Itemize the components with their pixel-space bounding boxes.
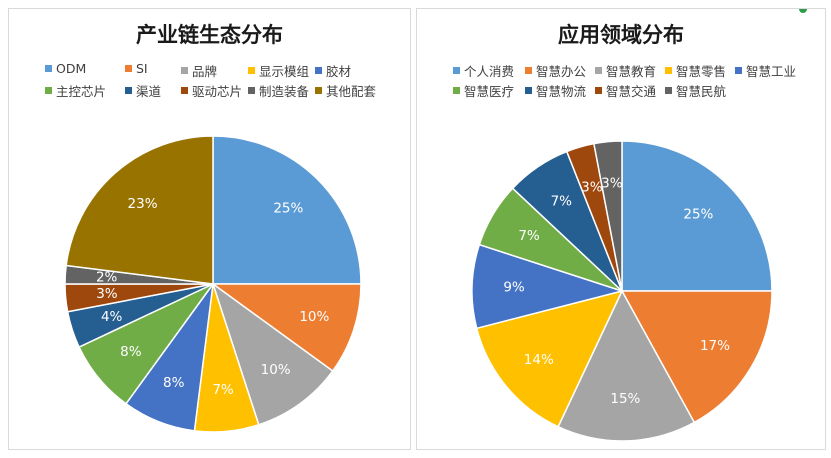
pie-slice — [557, 289, 696, 442]
slice-value-label: 4% — [101, 309, 123, 325]
slice-value-label: 7% — [551, 194, 573, 210]
pie-slice — [212, 135, 362, 285]
legend-item: 智慧医疗 — [453, 81, 514, 100]
legend-label: 智慧民航 — [676, 84, 727, 99]
slice-value-label: 10% — [299, 309, 329, 325]
legend-swatch — [181, 67, 188, 74]
legend-swatch — [248, 87, 255, 94]
legend-label: 制造装备 — [259, 84, 310, 99]
slice-value-label: 3% — [601, 175, 623, 191]
slice-value-label: 23% — [128, 196, 158, 212]
legend-item: SI — [125, 61, 148, 76]
slice-value-label: 8% — [120, 344, 142, 360]
legend-label: 智慧医疗 — [464, 84, 515, 99]
legend-swatch — [248, 67, 255, 74]
legend-item: 智慧办公 — [525, 61, 586, 80]
slice-value-label: 3% — [581, 179, 603, 195]
slice-value-label: 10% — [261, 362, 291, 378]
legend-item: 智慧民航 — [665, 81, 726, 100]
chart-title: 产业链生态分布 — [136, 23, 283, 47]
pie-slice — [621, 140, 773, 292]
slice-value-label: 7% — [518, 228, 540, 244]
legend-item: 胶材 — [315, 61, 351, 80]
legend-swatch — [315, 87, 322, 94]
legend-label: 智慧教育 — [606, 64, 657, 79]
legend-item: ODM — [45, 61, 86, 76]
legend-swatch — [665, 87, 672, 94]
legend-swatch — [595, 87, 602, 94]
legend-item: 渠道 — [125, 81, 161, 100]
pie-slice — [593, 140, 623, 292]
pie-slice — [471, 243, 625, 330]
pie-slice — [620, 290, 773, 424]
legend-item: 智慧零售 — [665, 61, 726, 80]
legend-label: 胶材 — [326, 64, 352, 79]
legend-item: 品牌 — [181, 61, 217, 80]
legend-swatch — [595, 67, 602, 74]
legend-item: 显示模组 — [248, 61, 309, 80]
slice-value-label: 15% — [610, 391, 640, 407]
slice-value-label: 8% — [163, 375, 185, 391]
figure-frame: 产业链生态分布 ODM SI 品牌 显示模组 胶材 主控芯片 渠道 驱动芯片 制造装备 其他配套 … — [2, 2, 828, 452]
legend-item: 智慧物流 — [525, 81, 586, 100]
legend-item: 智慧工业 — [735, 61, 796, 80]
slice-value-label: 3% — [96, 286, 118, 302]
corner-decoration — [799, 9, 807, 13]
legend-label: 主控芯片 — [56, 84, 107, 99]
legend-item: 主控芯片 — [45, 81, 106, 100]
slice-value-label: 14% — [524, 352, 554, 368]
slice-value-label: 17% — [700, 338, 730, 354]
legend-item: 个人消费 — [453, 61, 514, 80]
pie-slice — [210, 283, 362, 373]
legend-label: 智慧办公 — [536, 64, 587, 79]
legend-label: 智慧物流 — [536, 84, 587, 99]
legend-label: 个人消费 — [464, 64, 515, 79]
legend-swatch — [45, 65, 52, 72]
pie-chart: 25% 10% 10% 7% 8% 8% 4% 3%2% 23% — [64, 135, 362, 433]
legend-swatch — [735, 67, 742, 74]
legend-label: 其他配套 — [326, 84, 377, 99]
legend-item: 驱动芯片 — [181, 81, 242, 100]
chart-panel-application: 应用领域分布 个人消费 智慧办公 智慧教育 智慧零售 智慧工业智慧医疗 智慧物流 智慧交通 智… — [416, 8, 826, 450]
legend-swatch — [525, 67, 532, 74]
legend-label: 智慧交通 — [606, 84, 657, 99]
legend-swatch — [315, 67, 322, 74]
legend-swatch — [453, 67, 460, 74]
legend-item: 制造装备 — [248, 81, 309, 100]
pie-chart: 25% 17% 15% 14% 9% 7% 7% 3%3% — [471, 140, 773, 442]
legend-swatch — [125, 87, 132, 94]
legend-swatch — [665, 67, 672, 74]
legend-label: 渠道 — [136, 84, 162, 99]
legend-item: 其他配套 — [315, 81, 376, 100]
legend-swatch — [453, 87, 460, 94]
legend-label: 智慧零售 — [676, 64, 727, 79]
slice-value-label: 2% — [96, 269, 118, 285]
pie-slice — [65, 135, 214, 285]
pie-slice — [475, 289, 624, 428]
slice-value-label: 25% — [273, 201, 303, 217]
legend-item: 智慧交通 — [595, 81, 656, 100]
slice-value-label: 7% — [212, 382, 234, 398]
legend-item: 智慧教育 — [595, 61, 656, 80]
pie-slice — [211, 282, 334, 426]
slice-value-label: 9% — [503, 280, 525, 296]
legend-label: 显示模组 — [259, 64, 310, 79]
legend-swatch — [125, 65, 132, 72]
legend-label: SI — [136, 61, 148, 76]
legend-swatch — [181, 87, 188, 94]
legend-label: 驱动芯片 — [192, 84, 243, 99]
chart-title: 应用领域分布 — [558, 23, 684, 47]
legend-swatch — [45, 87, 52, 94]
legend-swatch — [525, 87, 532, 94]
legend-label: ODM — [56, 61, 87, 76]
slice-value-label: 25% — [683, 207, 713, 223]
chart-panel-industry-chain: 产业链生态分布 ODM SI 品牌 显示模组 胶材 主控芯片 渠道 驱动芯片 制造装备 其他配套 … — [8, 8, 411, 450]
legend-label: 智慧工业 — [746, 64, 797, 79]
legend-label: 品牌 — [192, 64, 218, 79]
